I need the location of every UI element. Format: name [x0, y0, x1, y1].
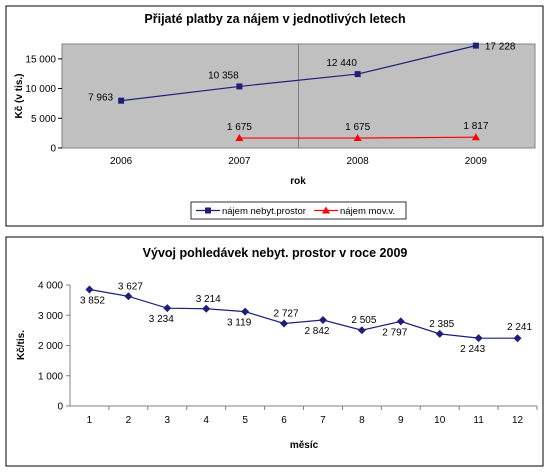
chart-1-legend-box: [190, 201, 407, 220]
chart-1-series-2-point: [353, 134, 362, 142]
chart-2-series-point: [513, 334, 522, 343]
legend-item-2: nájem mov.v.: [314, 206, 395, 217]
chart-1-series-1-point: [354, 71, 361, 78]
chart-2: Vývoj pohledávek nebyt. prostor v roce 2…: [5, 236, 544, 467]
chart-2-x-tick-label: 3: [165, 415, 171, 426]
chart-2-y-tick-label: 4 000: [38, 281, 63, 292]
chart-2-x-tick-label: 5: [242, 415, 248, 426]
chart-2-x-axis-label: měsíc: [290, 440, 319, 451]
chart-1-x-tick-label: 2006: [110, 156, 133, 167]
chart-2-series-point: [124, 292, 133, 301]
chart-1-y-tick-label: 5 000: [31, 114, 56, 125]
chart-1-series-1-point: [236, 83, 243, 90]
chart-1-x-axis-label: rok: [290, 176, 306, 187]
chart-1-series-1-data-label: 10 358: [208, 70, 239, 81]
chart-2-y-axis-label: Kč/tis.: [16, 330, 27, 360]
chart-1-y-tick-label: 0: [50, 144, 56, 155]
chart-2-y-tick-label: 0: [57, 402, 63, 413]
chart-1-series-2-data-label: 1 675: [345, 122, 370, 133]
chart-2-series-point: [280, 319, 289, 328]
chart-1-series-1-data-label: 17 228: [485, 42, 516, 53]
chart-1-series-1-point: [118, 97, 125, 104]
chart-2-x-tick-label: 7: [320, 415, 326, 426]
chart-2-x-tick-label: 10: [434, 415, 446, 426]
chart-1: Přijaté platby za nájem v jednotlivých l…: [5, 5, 544, 227]
chart-2-x-tick-label: 11: [473, 415, 484, 426]
chart-1-x-tick-label: 2009: [465, 156, 488, 167]
chart-2-data-label: 3 119: [227, 318, 252, 329]
chart-2-series-point: [357, 326, 366, 335]
chart-2-y-tick-label: 2 000: [38, 341, 63, 352]
chart-1-series-2-point: [471, 133, 480, 141]
chart-2-title: Vývoj pohledávek nebyt. prostor v roce 2…: [143, 246, 408, 260]
chart-2-series-point: [202, 304, 211, 313]
chart-2-x-tick-label: 2: [126, 415, 132, 426]
chart-2-x-tick-label: 9: [398, 415, 404, 426]
chart-2-data-label: 2 727: [274, 309, 299, 320]
chart-2-data-label: 2 797: [382, 327, 407, 338]
chart-2-x-tick-label: 4: [203, 415, 209, 426]
chart-2-series-point: [435, 329, 444, 338]
chart-1-series-2-data-label: 1 817: [463, 121, 488, 132]
chart-2-x-tick-label: 12: [512, 415, 524, 426]
chart-1-title: Přijaté platby za nájem v jednotlivých l…: [144, 12, 405, 26]
chart-1-series-1-data-label: 12 440: [326, 58, 357, 69]
legend-label-1: nájem nebyt.prostor: [222, 206, 306, 217]
legend-label-2: nájem mov.v.: [340, 206, 395, 217]
chart-2-data-label: 2 243: [460, 344, 485, 355]
chart-2-data-label: 3 627: [118, 281, 143, 292]
legend-item-1: nájem nebyt.prostor: [196, 206, 306, 217]
chart-1-series-2-data-label: 1 675: [227, 122, 252, 133]
chart-2-series-point: [396, 317, 405, 326]
chart-1-x-tick-label: 2008: [347, 156, 370, 167]
chart-1-series-1-line: [121, 45, 477, 102]
chart-2-y-tick-label: 1 000: [38, 371, 63, 382]
chart-1-y-tick-label: 15 000: [25, 54, 56, 65]
chart-2-data-label: 2 241: [507, 322, 532, 333]
chart-2-x-tick-label: 1: [87, 415, 93, 426]
chart-2-data-label: 3 852: [80, 295, 105, 306]
chart-1-y-tick-label: 10 000: [25, 84, 56, 95]
chart-2-series-point: [241, 307, 250, 316]
chart-1-y-axis-label: Kč (v tis.): [14, 73, 25, 118]
chart-2-frame: [5, 236, 544, 467]
chart-2-series-point: [163, 304, 172, 313]
chart-1-series-1-data-label: 7 963: [88, 93, 113, 104]
chart-2-y-tick-label: 3 000: [38, 311, 63, 322]
chart-2-data-label: 2 385: [429, 319, 454, 330]
chart-2-series-line: [89, 288, 518, 339]
chart-2-series-point: [85, 285, 94, 294]
square-icon: [205, 207, 211, 214]
chart-2-data-label: 2 505: [351, 315, 376, 326]
chart-2-x-tick-label: 6: [281, 415, 287, 426]
chart-2-data-label: 3 234: [149, 314, 174, 325]
chart-2-series-point: [318, 316, 327, 325]
chart-2-series-point: [474, 334, 483, 343]
chart-2-data-label: 2 842: [304, 326, 329, 337]
chart-1-series-1-point: [472, 42, 479, 49]
chart-1-x-tick-label: 2007: [228, 156, 251, 167]
chart-1-series-2-point: [235, 134, 244, 142]
chart-2-x-tick-label: 8: [359, 415, 365, 426]
chart-2-data-label: 3 214: [196, 294, 221, 305]
triangle-icon: [322, 206, 330, 214]
